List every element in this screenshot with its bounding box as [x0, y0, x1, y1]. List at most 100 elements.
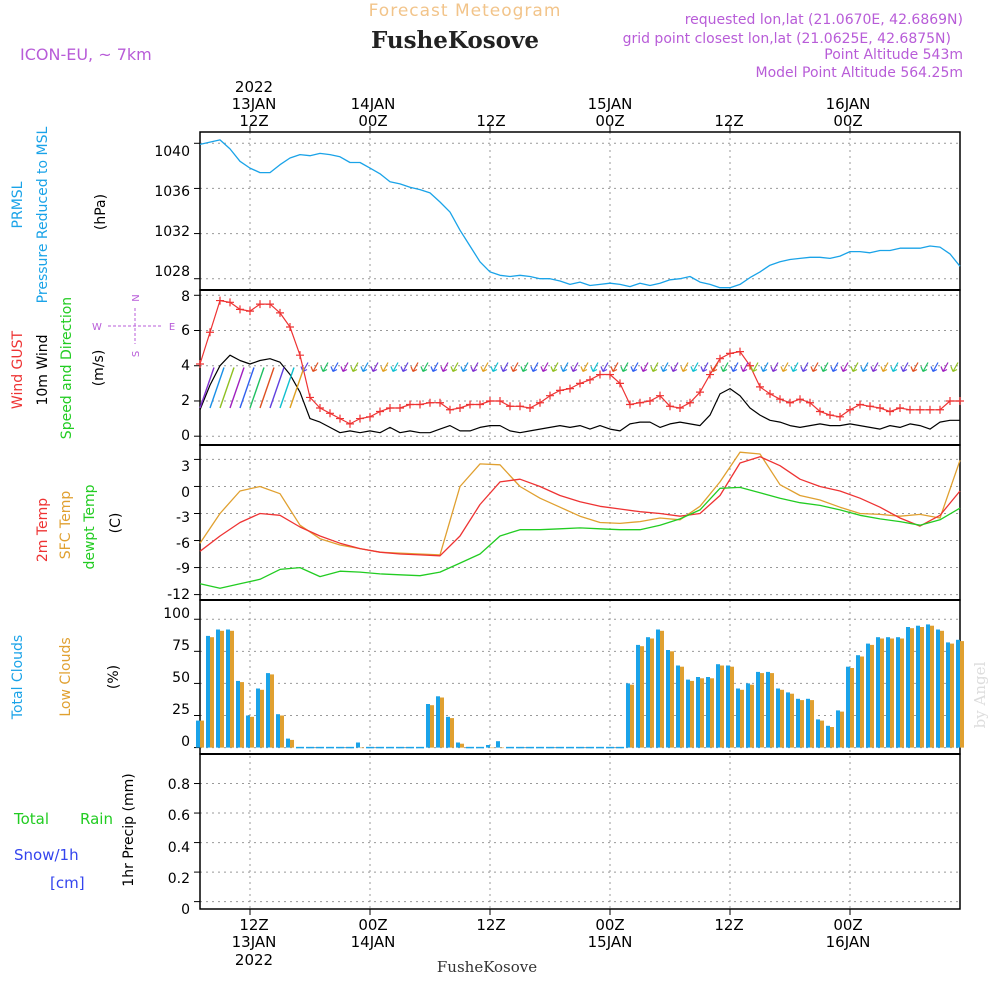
low-cloud-bar	[870, 644, 874, 748]
closest-coords: grid point closest lon,lat (21.0625E, 42…	[623, 31, 951, 47]
wind-direction-arrow	[750, 362, 759, 373]
gust-marker	[256, 300, 264, 309]
wind-direction-arrow	[580, 362, 589, 373]
total-cloud-bar	[636, 644, 640, 748]
wind-direction-arrow	[790, 362, 799, 373]
clouds-ytick-100: 100	[163, 606, 190, 622]
wind-direction-arrow	[380, 362, 389, 373]
wind-direction-arrow	[870, 362, 879, 373]
wind-direction-arrow	[780, 362, 789, 373]
wind-direction-arrow	[610, 362, 619, 373]
low-cloud-bar	[490, 747, 494, 749]
wind-direction-arrow-strong	[199, 367, 215, 409]
wind-direction-arrow	[340, 362, 349, 373]
low-cloud-bar	[930, 625, 934, 748]
wind-direction-arrow	[720, 362, 729, 373]
top-time-axis: 2022 13JAN 12Z 14JAN 00Z 12Z 15JAN 00Z 1…	[232, 78, 871, 130]
gust-marker	[876, 404, 884, 413]
low-cloud-bar	[920, 627, 924, 748]
wind-direction-arrow	[460, 362, 469, 373]
low-cloud-bar	[730, 666, 734, 748]
total-cloud-bar	[906, 627, 910, 748]
gust-marker	[656, 391, 664, 400]
wind-panel: Wind GUST 10m Wind Speed and Direction (…	[10, 289, 190, 444]
gust-marker	[216, 296, 224, 305]
top-year: 2022	[235, 78, 273, 96]
gust-marker	[286, 322, 294, 331]
total-cloud-bar	[686, 679, 690, 748]
gust-marker	[666, 402, 674, 411]
wind-direction-arrow	[710, 362, 719, 373]
wind-direction-arrow-strong	[279, 367, 295, 409]
precip-frame	[199, 753, 961, 910]
low-cloud-bar	[430, 705, 434, 748]
wind-direction-arrow	[680, 362, 689, 373]
gust-marker	[706, 370, 714, 379]
total-cloud-bar	[676, 665, 680, 748]
total-cloud-bar	[866, 643, 870, 748]
gust-marker	[766, 389, 774, 398]
low-cloud-bar	[910, 628, 914, 748]
total-cloud-bar	[446, 716, 450, 748]
wind-ytick-4: 4	[181, 358, 190, 374]
bottom-year: 2022	[235, 951, 273, 969]
gust-marker	[786, 398, 794, 407]
gust-marker	[716, 354, 724, 363]
low-cloud-bar	[650, 638, 654, 748]
gust-marker	[526, 404, 534, 413]
total-cloud-bar	[236, 680, 240, 748]
top-date-14jan: 14JAN	[351, 95, 396, 113]
gust-marker	[266, 300, 274, 309]
bottom-date-16jan: 16JAN	[826, 933, 871, 951]
wind-direction-arrow	[440, 362, 449, 373]
wind-direction-arrow	[800, 362, 809, 373]
bottom-hour-12z-14jan: 12Z	[476, 916, 505, 934]
total-cloud-bar	[916, 625, 920, 748]
clouds-ytick-50: 50	[172, 670, 190, 686]
low-cloud-bar	[810, 700, 814, 748]
wind-label-gust: Wind GUST	[10, 330, 26, 409]
low-cloud-bar	[460, 743, 464, 748]
gust-marker	[396, 404, 404, 413]
total-cloud-bar	[896, 637, 900, 748]
pressure-ytick-1028: 1028	[154, 264, 190, 280]
bottom-hour-12z-13jan: 12Z	[239, 916, 268, 934]
pressure-label-msl: Pressure Reduced to MSL	[35, 126, 51, 303]
gust-marker	[416, 400, 424, 409]
gust-marker	[236, 305, 244, 314]
wind-direction-arrow	[630, 362, 639, 373]
sfc-temp-line	[199, 451, 961, 556]
total-cloud-bar	[846, 666, 850, 748]
precip-axis-label: 1hr Precip (mm)	[121, 773, 137, 886]
total-cloud-bar	[786, 692, 790, 748]
total-cloud-bar	[656, 629, 660, 748]
wind-direction-arrow	[520, 362, 529, 373]
low-cloud-bar	[780, 689, 784, 748]
low-cloud-bar	[440, 697, 444, 748]
gust-marker	[506, 402, 514, 411]
wind-direction-arrow	[530, 362, 539, 373]
gust-marker	[796, 395, 804, 404]
top-date-13jan: 13JAN	[232, 95, 277, 113]
gust-marker	[556, 386, 564, 395]
gust-marker	[816, 407, 824, 416]
pressure-frame	[199, 131, 961, 291]
wind-speed-line	[199, 354, 960, 434]
gust-marker	[806, 398, 814, 407]
wind-label-direction: Speed and Direction	[59, 297, 75, 439]
gust-marker	[516, 402, 524, 411]
low-cloud-bar	[770, 673, 774, 748]
gust-marker	[756, 382, 764, 391]
wind-direction-arrow	[490, 362, 499, 373]
wind-direction-arrow	[930, 362, 939, 373]
top-hour-12z-13jan: 12Z	[239, 112, 268, 130]
gust-marker	[406, 400, 414, 409]
total-cloud-bar	[886, 637, 890, 748]
total-cloud-bar	[246, 715, 250, 748]
gust-marker	[856, 400, 864, 409]
top-date-15jan: 15JAN	[588, 95, 633, 113]
wind-ytick-6: 6	[181, 323, 190, 339]
wind-direction-arrow-strong	[219, 367, 235, 409]
compass-east: E	[169, 322, 175, 333]
gust-marker	[226, 298, 234, 307]
